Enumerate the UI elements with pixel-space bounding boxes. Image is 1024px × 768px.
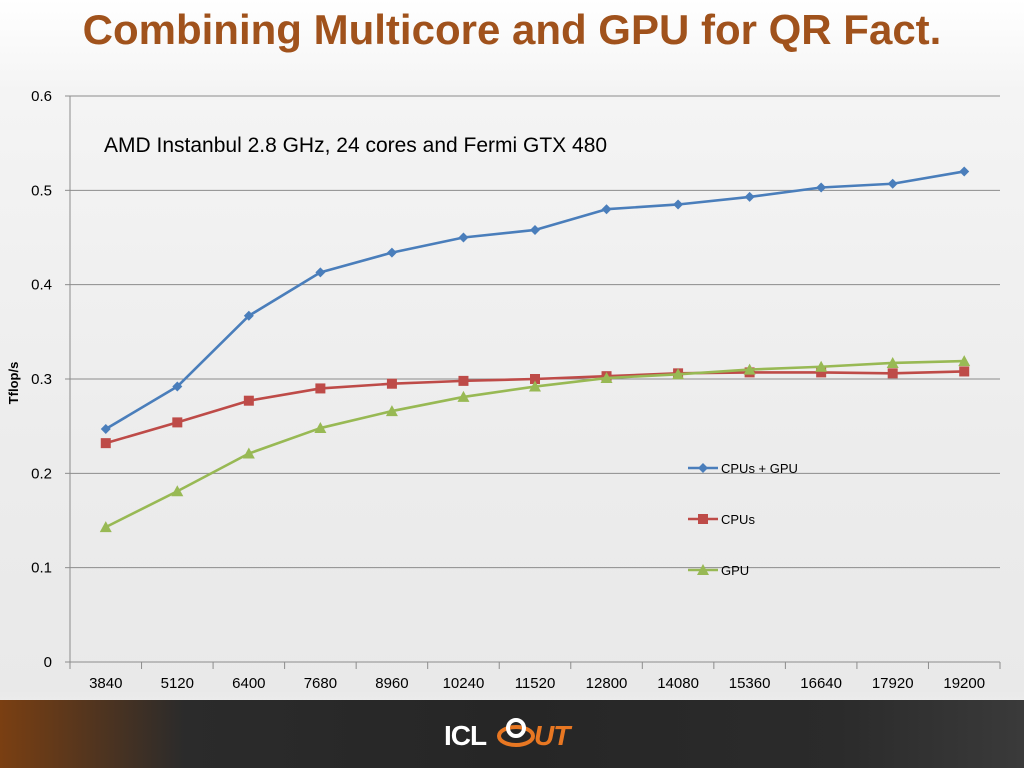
data-point	[816, 182, 827, 193]
x-tick-label: 19200	[943, 675, 985, 692]
data-point	[314, 422, 327, 434]
data-point	[530, 224, 540, 235]
x-tick-label: 3840	[89, 675, 122, 692]
x-tick-label: 16640	[800, 675, 842, 692]
logo-icl-text: ICL	[444, 720, 487, 751]
x-tick-label: 5120	[161, 675, 194, 692]
data-point	[172, 417, 183, 428]
logo: ICL UT	[444, 714, 584, 754]
chart-area: 0 0.1 0.2 0.3 0.4 0.5 0.6 3840 5120 6400 7680 8960 1…	[0, 70, 1024, 700]
data-point	[673, 199, 684, 210]
y-tick-label: 0.6	[31, 88, 52, 105]
data-point	[457, 390, 470, 402]
x-tick-label: 8960	[375, 675, 408, 692]
x-tick-label: 15360	[729, 675, 771, 692]
data-point	[386, 247, 397, 258]
data-point	[100, 438, 111, 449]
y-tick-label: 0	[44, 654, 52, 671]
data-point	[243, 310, 254, 321]
y-tick-label: 0.2	[31, 465, 52, 482]
chart-annotation: AMD Instanbul 2.8 GHz, 24 cores and Ferm…	[104, 134, 607, 157]
data-point	[315, 383, 326, 394]
data-point	[243, 395, 254, 406]
logo-ut-text: UT	[534, 720, 570, 751]
data-point	[601, 204, 612, 215]
line-chart: 0 0.1 0.2 0.3 0.4 0.5 0.6 3840 5120 6400 7680 8960 1…	[6, 88, 1001, 692]
x-tick-label: 14080	[657, 675, 699, 692]
data-point	[99, 521, 112, 533]
data-point	[744, 191, 755, 202]
data-point	[386, 378, 397, 389]
data-point	[100, 423, 111, 434]
data-point	[172, 381, 183, 392]
legend-marker	[698, 463, 708, 473]
data-point	[672, 368, 685, 380]
data-point	[385, 405, 398, 417]
legend-marker	[698, 514, 708, 524]
data-point	[887, 368, 898, 379]
x-tick-label: 17920	[872, 675, 914, 692]
y-tick-label: 0.4	[31, 277, 52, 294]
orbit-icon	[497, 718, 535, 747]
data-point	[959, 166, 970, 177]
legend-label: GPU	[721, 563, 749, 578]
data-point	[600, 372, 613, 384]
data-point	[958, 355, 971, 367]
data-point	[242, 447, 255, 459]
data-point	[743, 363, 756, 375]
x-tick-label: 11520	[515, 675, 556, 692]
footer-bar: ICL UT	[0, 700, 1024, 768]
data-point	[529, 380, 541, 392]
data-point	[815, 360, 828, 372]
x-tick-label: 10240	[443, 675, 485, 692]
data-point	[458, 232, 469, 243]
data-point	[816, 367, 827, 378]
legend-label: CPUs + GPU	[721, 461, 798, 476]
data-point	[171, 485, 184, 497]
data-point	[887, 178, 898, 189]
y-axis-label: Tflop/s	[6, 362, 21, 405]
data-point	[959, 366, 970, 377]
data-point	[886, 356, 899, 368]
y-tick-label: 0.3	[31, 371, 52, 388]
x-tick-label: 12800	[586, 675, 628, 692]
y-tick-label: 0.1	[31, 560, 52, 577]
x-tick-label: 6400	[232, 675, 265, 692]
data-point	[458, 375, 469, 386]
x-tick-label: 7680	[304, 675, 337, 692]
legend-label: CPUs	[721, 512, 755, 527]
legend-marker	[697, 564, 709, 575]
y-tick-label: 0.5	[31, 182, 52, 199]
slide-title: Combining Multicore and GPU for QR Fact.	[82, 6, 942, 53]
data-point	[315, 267, 326, 278]
data-point	[530, 374, 540, 384]
